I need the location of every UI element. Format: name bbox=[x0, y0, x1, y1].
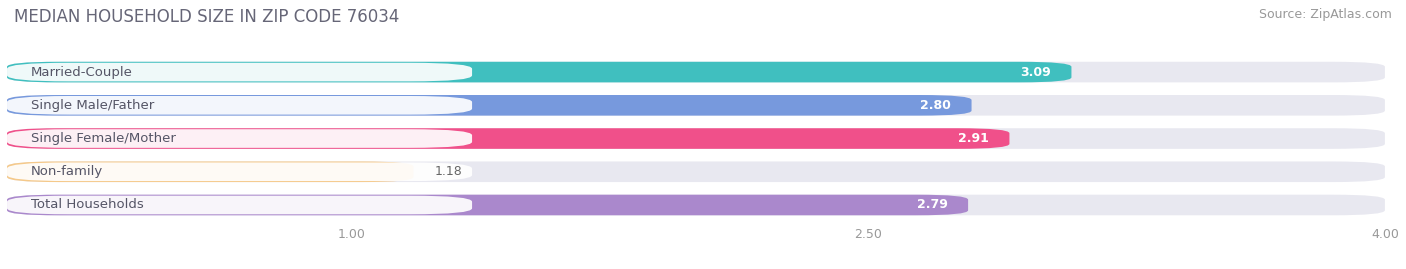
Text: Single Male/Father: Single Male/Father bbox=[31, 99, 155, 112]
FancyBboxPatch shape bbox=[7, 62, 1385, 82]
FancyBboxPatch shape bbox=[7, 196, 472, 214]
Text: 2.91: 2.91 bbox=[957, 132, 988, 145]
FancyBboxPatch shape bbox=[7, 161, 1385, 182]
FancyBboxPatch shape bbox=[7, 63, 472, 82]
Text: 2.80: 2.80 bbox=[920, 99, 950, 112]
FancyBboxPatch shape bbox=[7, 195, 1385, 215]
FancyBboxPatch shape bbox=[7, 129, 472, 148]
FancyBboxPatch shape bbox=[7, 162, 472, 181]
Text: Married-Couple: Married-Couple bbox=[31, 66, 134, 79]
Text: Total Households: Total Households bbox=[31, 199, 143, 211]
Text: 2.79: 2.79 bbox=[917, 199, 948, 211]
Text: Non-family: Non-family bbox=[31, 165, 104, 178]
Text: 3.09: 3.09 bbox=[1019, 66, 1050, 79]
Text: Source: ZipAtlas.com: Source: ZipAtlas.com bbox=[1258, 8, 1392, 21]
Text: Single Female/Mother: Single Female/Mother bbox=[31, 132, 176, 145]
FancyBboxPatch shape bbox=[7, 62, 1071, 82]
FancyBboxPatch shape bbox=[7, 128, 1385, 149]
Text: MEDIAN HOUSEHOLD SIZE IN ZIP CODE 76034: MEDIAN HOUSEHOLD SIZE IN ZIP CODE 76034 bbox=[14, 8, 399, 26]
FancyBboxPatch shape bbox=[7, 195, 969, 215]
FancyBboxPatch shape bbox=[7, 96, 472, 115]
FancyBboxPatch shape bbox=[7, 95, 1385, 116]
Text: 1.18: 1.18 bbox=[434, 165, 463, 178]
FancyBboxPatch shape bbox=[7, 95, 972, 116]
FancyBboxPatch shape bbox=[7, 161, 413, 182]
FancyBboxPatch shape bbox=[7, 128, 1010, 149]
